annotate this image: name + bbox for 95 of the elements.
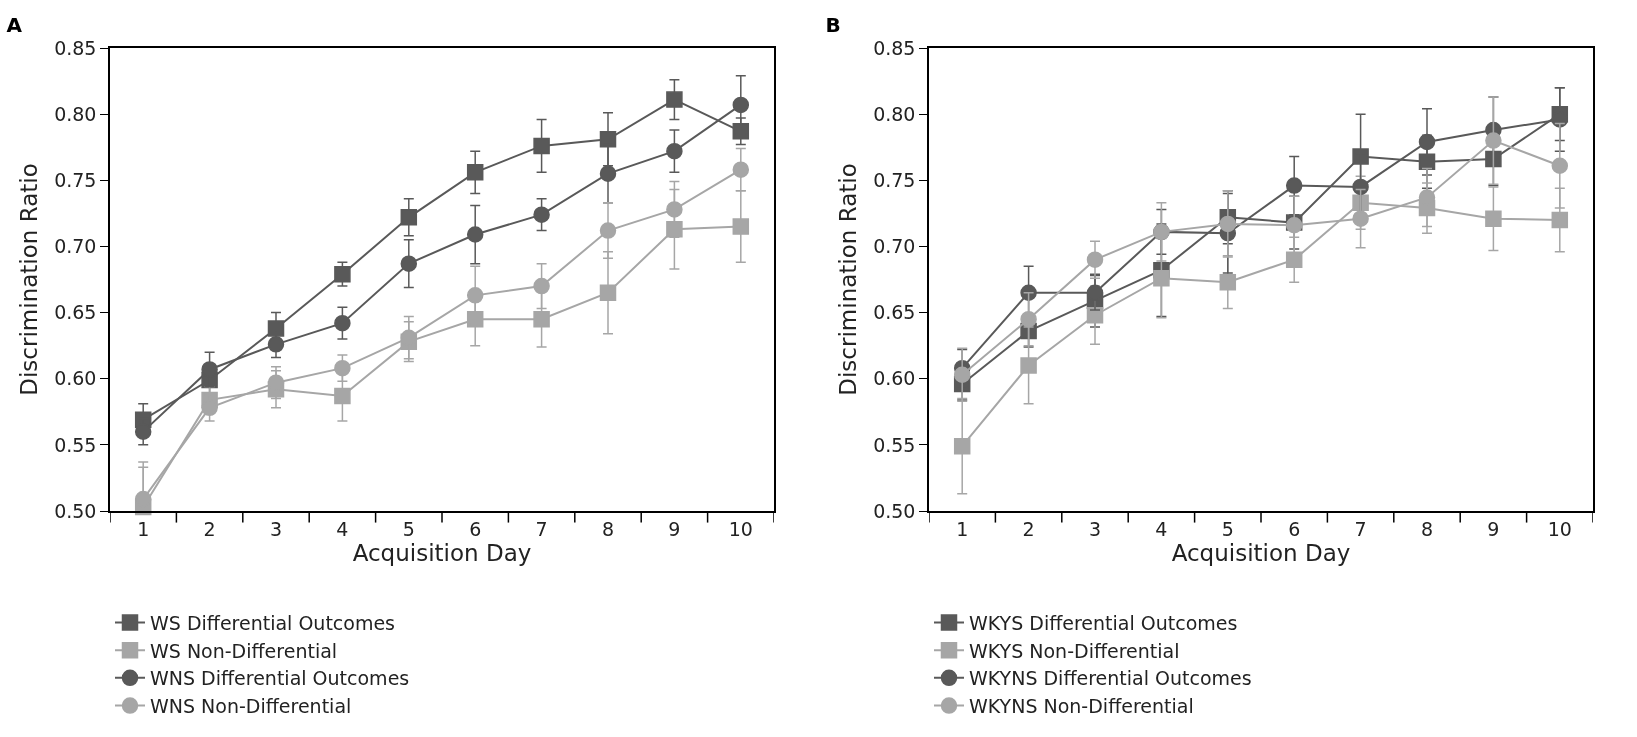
x-tick-label: 8	[1420, 517, 1433, 540]
x-tick-label: 4	[336, 517, 349, 540]
point	[666, 91, 683, 108]
point	[732, 161, 750, 178]
point	[533, 137, 550, 155]
point	[666, 201, 683, 218]
chart-title: A	[6, 13, 23, 38]
point	[1019, 310, 1037, 328]
y-tick-label: 0.75	[54, 168, 97, 191]
x-tick-label: 7	[535, 517, 548, 540]
x-tick-label: 10	[1547, 517, 1572, 540]
point	[599, 284, 617, 301]
chart-title: B	[825, 13, 841, 38]
y-tick-label: 0.55	[872, 433, 915, 456]
y-tick-label: 0.50	[54, 499, 97, 522]
y-tick-label: 0.65	[54, 301, 97, 324]
point	[1019, 357, 1037, 374]
point	[1551, 157, 1568, 174]
x-tick-label: 6	[1287, 517, 1300, 540]
legend-label: WNS Differential Outcomes	[150, 667, 410, 690]
point	[666, 142, 683, 160]
point	[1484, 210, 1502, 227]
point	[953, 366, 970, 383]
point	[533, 310, 550, 328]
point	[466, 164, 484, 181]
point	[1351, 194, 1369, 212]
x-axis-title: Acquisition Day	[352, 539, 532, 566]
point	[400, 209, 418, 226]
point	[1285, 177, 1302, 194]
x-tick-label: 3	[269, 517, 283, 540]
point	[599, 165, 617, 182]
y-tick-label: 0.75	[872, 168, 915, 191]
point	[466, 226, 484, 243]
point	[400, 255, 418, 272]
legend-label: WNS Non-Differential	[150, 694, 352, 717]
point	[953, 437, 970, 455]
x-tick-label: 1	[137, 517, 150, 540]
point	[1285, 251, 1302, 268]
point	[466, 287, 484, 304]
point	[732, 218, 750, 235]
x-tick-label: 4	[1154, 517, 1167, 540]
legend-label: WS Non-Differential	[150, 639, 338, 662]
point	[1351, 148, 1369, 165]
y-tick-label: 0.85	[54, 36, 97, 59]
point	[599, 131, 617, 148]
point	[666, 220, 683, 238]
point	[1019, 284, 1037, 301]
point	[533, 206, 550, 223]
y-tick-label: 0.60	[54, 367, 97, 390]
point	[267, 336, 285, 353]
y-tick-label: 0.70	[872, 235, 915, 258]
x-tick-label: 2	[1022, 517, 1035, 540]
point	[334, 265, 351, 283]
y-tick-label: 0.50	[872, 499, 915, 522]
legend-label: WKYNS Non-Differential	[968, 694, 1194, 717]
x-tick-label: 2	[203, 517, 216, 540]
y-tick-label: 0.70	[54, 235, 97, 258]
point	[533, 277, 550, 295]
point	[1086, 251, 1103, 268]
x-tick-label: 5	[1221, 517, 1234, 540]
x-tick-label: 9	[1486, 517, 1499, 540]
point	[1219, 273, 1236, 291]
point	[1351, 178, 1369, 196]
point	[1418, 133, 1435, 151]
x-tick-label: 3	[1088, 517, 1101, 540]
x-tick-label: 10	[728, 517, 753, 540]
x-tick-label: 7	[1354, 517, 1367, 540]
point	[599, 222, 617, 239]
x-axis-title: Acquisition Day	[1171, 539, 1350, 566]
x-tick-label: 8	[601, 517, 615, 540]
point	[334, 387, 351, 405]
y-tick-label: 0.85	[872, 36, 915, 59]
legend-label: WKYS Non-Differential	[968, 639, 1179, 662]
legend-label: WS Differential Outcomes	[150, 611, 396, 634]
y-tick-label: 0.65	[872, 301, 915, 324]
point	[1152, 269, 1170, 287]
point	[1219, 215, 1236, 233]
x-tick-label: 6	[469, 517, 482, 540]
legend-label: WKYS Differential Outcomes	[968, 611, 1237, 634]
y-tick-label: 0.55	[54, 433, 97, 456]
point	[334, 359, 351, 377]
point	[732, 96, 750, 114]
y-axis-title: Discrimination Ratio	[16, 163, 43, 396]
legend-label: WKYNS Differential Outcomes	[968, 667, 1252, 690]
point	[1351, 210, 1369, 227]
x-tick-label: 1	[955, 517, 968, 540]
y-tick-label: 0.60	[872, 367, 915, 390]
point	[1551, 211, 1568, 229]
point	[334, 314, 351, 332]
x-tick-label: 5	[402, 517, 415, 540]
x-tick-label: 9	[668, 517, 681, 540]
y-tick-label: 0.80	[872, 102, 915, 125]
y-tick-label: 0.80	[54, 102, 97, 125]
point	[1086, 284, 1103, 301]
y-axis-title: Discrimination Ratio	[834, 163, 861, 396]
